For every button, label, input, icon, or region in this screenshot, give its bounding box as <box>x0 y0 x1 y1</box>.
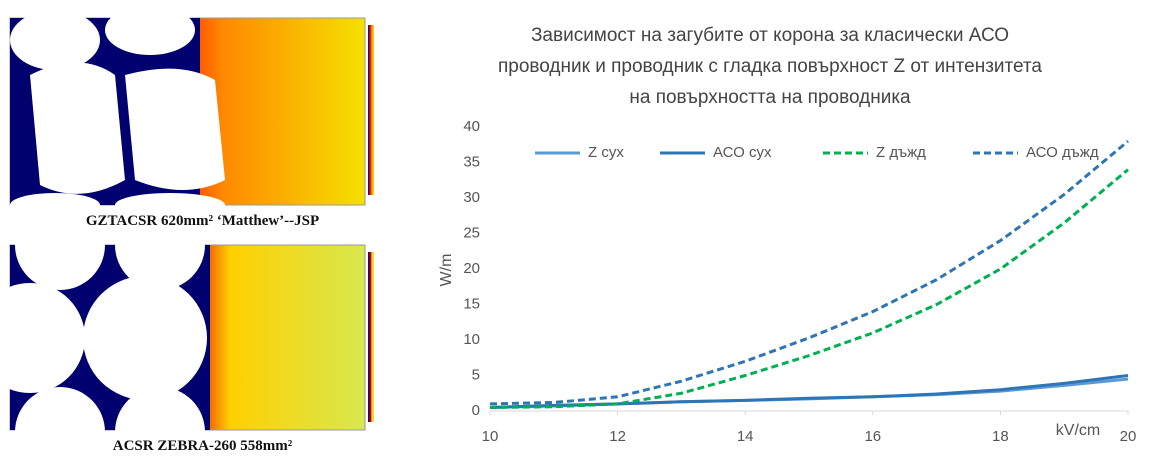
y-tick-label: 25 <box>463 224 480 241</box>
y-tick-label: 15 <box>463 295 480 312</box>
bottom-image <box>0 200 374 457</box>
series-line <box>490 170 1128 408</box>
legend-label: Z дъжд <box>876 144 926 161</box>
legend-label: АСО сух <box>713 144 772 161</box>
x-tick-label: 12 <box>609 428 626 445</box>
top-image <box>10 5 374 217</box>
y-tick-label: 20 <box>463 260 480 277</box>
x-tick-label: 18 <box>992 428 1009 445</box>
y-tick-label: 10 <box>463 331 480 348</box>
y-tick-label: 5 <box>472 366 480 383</box>
x-tick-label: 16 <box>864 428 881 445</box>
series-line <box>490 141 1128 404</box>
legend-label: Z сух <box>588 144 624 161</box>
series-line <box>490 379 1128 407</box>
x-axis-label: kV/cm <box>1056 422 1100 439</box>
legend-label: АСО дъжд <box>1026 144 1099 161</box>
x-tick-label: 14 <box>737 428 754 445</box>
series-line <box>490 376 1128 408</box>
x-tick-label: 10 <box>482 428 499 445</box>
y-axis-label: W/m <box>438 254 455 287</box>
x-tick-label: 20 <box>1120 428 1137 445</box>
image-caption: ACSR ZEBRA-260 558mm² <box>0 438 405 455</box>
chart-title: Зависимост на загубите от корона за клас… <box>490 20 1050 113</box>
y-tick-label: 40 <box>463 118 480 135</box>
image-caption: GZTACSR 620mm² ‘Matthew’--JSP <box>0 213 405 230</box>
y-tick-label: 30 <box>463 189 480 206</box>
page: {"panels": [{"caption": "GZTACSR 620mm² … <box>0 0 1151 457</box>
y-tick-label: 35 <box>463 153 480 170</box>
y-tick-label: 0 <box>472 402 480 419</box>
